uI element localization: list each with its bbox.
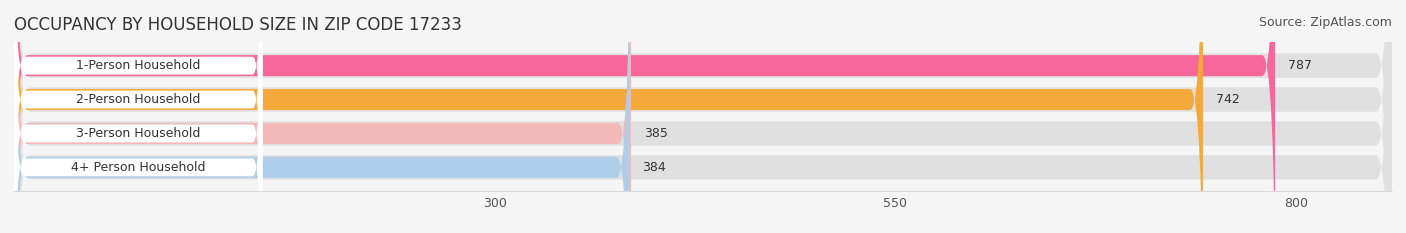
Text: 2-Person Household: 2-Person Household — [76, 93, 201, 106]
FancyBboxPatch shape — [14, 0, 1204, 233]
FancyBboxPatch shape — [14, 0, 631, 233]
FancyBboxPatch shape — [14, 0, 1392, 233]
FancyBboxPatch shape — [14, 0, 1392, 233]
Text: 742: 742 — [1216, 93, 1240, 106]
FancyBboxPatch shape — [14, 0, 263, 233]
Text: 3-Person Household: 3-Person Household — [76, 127, 201, 140]
Text: 4+ Person Household: 4+ Person Household — [70, 161, 205, 174]
Text: 385: 385 — [644, 127, 668, 140]
Text: 384: 384 — [643, 161, 666, 174]
FancyBboxPatch shape — [14, 0, 1392, 233]
FancyBboxPatch shape — [14, 0, 630, 233]
FancyBboxPatch shape — [14, 0, 263, 233]
Text: 1-Person Household: 1-Person Household — [76, 59, 201, 72]
FancyBboxPatch shape — [14, 0, 263, 233]
FancyBboxPatch shape — [14, 0, 1275, 233]
Text: 787: 787 — [1288, 59, 1312, 72]
Text: OCCUPANCY BY HOUSEHOLD SIZE IN ZIP CODE 17233: OCCUPANCY BY HOUSEHOLD SIZE IN ZIP CODE … — [14, 16, 463, 34]
FancyBboxPatch shape — [14, 0, 1392, 233]
Text: Source: ZipAtlas.com: Source: ZipAtlas.com — [1258, 16, 1392, 29]
FancyBboxPatch shape — [14, 0, 263, 233]
